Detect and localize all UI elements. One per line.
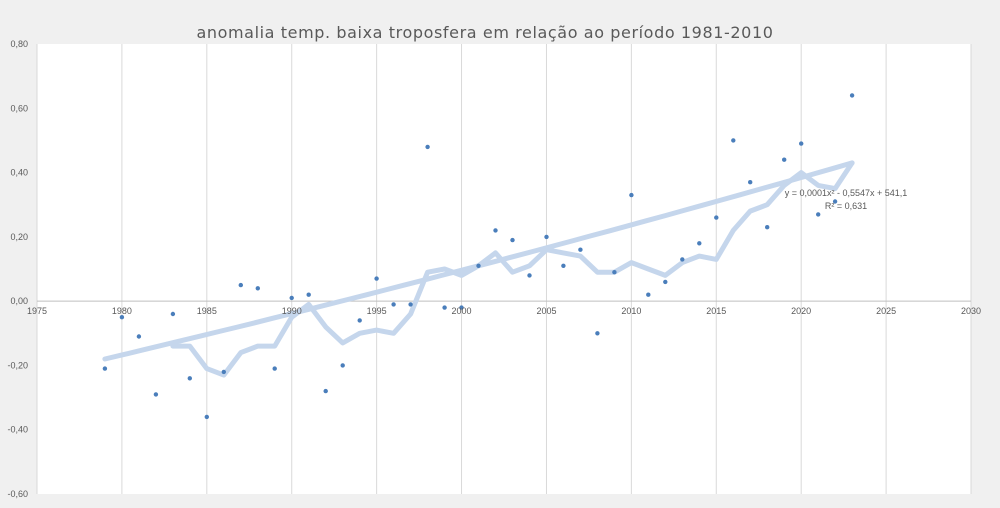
data-point	[357, 318, 362, 323]
data-point	[272, 366, 277, 371]
y-tick-label: 0,20	[10, 232, 28, 242]
x-tick-label: 1990	[282, 306, 302, 316]
data-point	[153, 392, 159, 397]
data-point	[408, 302, 413, 307]
data-point	[187, 376, 192, 381]
data-point	[306, 292, 311, 297]
data-point	[849, 93, 855, 98]
data-point	[323, 388, 328, 394]
data-point	[442, 305, 447, 310]
data-point	[578, 247, 583, 252]
plot-background	[37, 44, 971, 494]
data-point	[663, 279, 668, 285]
data-point	[493, 228, 498, 233]
y-tick-label: 0,00	[10, 296, 28, 306]
y-tick-label: 0,80	[10, 39, 28, 49]
data-point	[612, 270, 617, 275]
data-point	[527, 273, 532, 278]
data-point	[561, 263, 566, 268]
data-point	[510, 237, 515, 243]
plot-area	[36, 44, 972, 494]
data-point	[221, 369, 226, 375]
x-tick-label: 1980	[112, 306, 132, 316]
x-tick-label: 1985	[197, 306, 217, 316]
x-tick-label: 1975	[27, 306, 47, 316]
data-point	[816, 212, 821, 217]
x-tick-label: 2005	[536, 306, 556, 316]
x-tick-label: 2025	[876, 306, 896, 316]
data-point	[731, 138, 736, 143]
data-point	[459, 305, 464, 310]
y-tick-label: -0,60	[7, 489, 28, 499]
data-point	[629, 192, 634, 198]
moving-average-path	[170, 160, 855, 378]
moving-average-line	[170, 160, 855, 378]
y-tick-label: -0,20	[7, 360, 28, 370]
y-tick-label: 0,40	[10, 168, 28, 178]
data-point	[425, 144, 430, 150]
x-tick-label: 2030	[961, 306, 981, 316]
gridlines	[36, 44, 972, 494]
data-point	[765, 225, 770, 230]
data-point	[238, 282, 243, 288]
x-tick-labels: 1975 1980 1985 1990 1995 2000 2005 2010 2015 2020…	[27, 306, 981, 316]
data-point	[544, 234, 549, 240]
data-point	[391, 302, 396, 307]
data-point	[748, 180, 753, 185]
data-points	[102, 93, 855, 420]
data-point	[136, 334, 142, 339]
trendline-equation: y = 0,0001x² - 0,5547x + 541,1	[785, 188, 908, 198]
data-point	[595, 331, 600, 336]
x-tick-label: 2015	[706, 306, 726, 316]
chart-title: anomalia temp. baixa troposfera em relaç…	[196, 23, 773, 42]
x-tick-label: 2020	[791, 306, 811, 316]
data-point	[289, 295, 294, 301]
data-point	[204, 414, 209, 420]
x-tick-label: 1995	[367, 306, 387, 316]
data-point	[374, 276, 379, 281]
x-tick-label: 2010	[621, 306, 641, 316]
data-point	[782, 157, 787, 162]
data-point	[476, 263, 481, 268]
data-point	[832, 199, 838, 204]
y-tick-label: 0,60	[10, 103, 28, 113]
data-point	[714, 215, 719, 220]
data-point	[697, 241, 702, 246]
data-point	[680, 257, 685, 262]
y-tick-labels: -0,60 -0,40 -0,20 0,00 0,20 0,40 0,60 0,80	[7, 39, 28, 499]
trendline-r-squared: R² = 0,631	[825, 201, 867, 211]
x-tick-label: 2000	[452, 306, 472, 316]
data-point	[340, 363, 345, 368]
data-point	[799, 141, 804, 146]
y-tick-label: -0,40	[7, 425, 28, 435]
data-point	[119, 315, 125, 320]
data-point	[170, 311, 176, 317]
data-point	[255, 286, 260, 291]
data-point	[102, 366, 108, 371]
data-point	[646, 292, 651, 297]
